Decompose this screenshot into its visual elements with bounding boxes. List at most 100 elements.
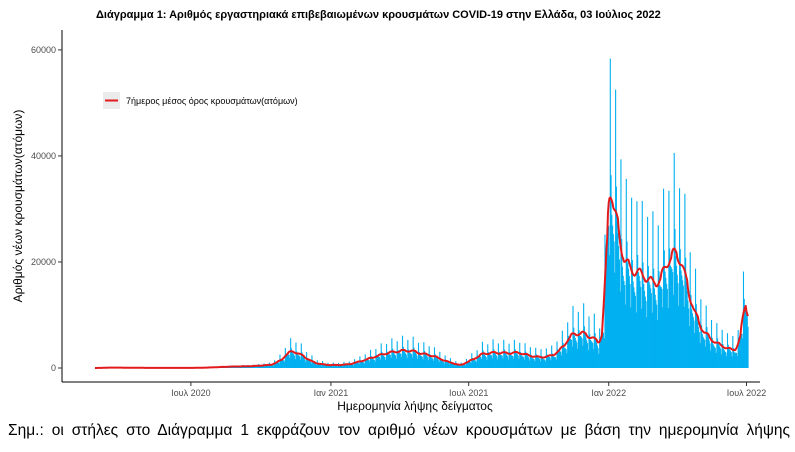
daily-cases-bar	[723, 350, 726, 368]
daily-cases-bar	[659, 285, 661, 368]
daily-cases-bar	[570, 339, 572, 368]
daily-cases-bar	[569, 339, 571, 368]
daily-cases-bar	[397, 350, 399, 368]
y-tick-label: 60000	[31, 45, 56, 55]
daily-cases-bar	[377, 356, 379, 368]
daily-cases-bar	[593, 349, 595, 368]
daily-cases-bar	[729, 349, 731, 368]
daily-cases-bar	[424, 350, 426, 368]
daily-cases-bar	[375, 348, 377, 368]
daily-cases-bar	[658, 271, 660, 368]
daily-cases-bar	[483, 353, 485, 368]
daily-cases-bar	[389, 354, 391, 368]
daily-cases-bar	[685, 257, 687, 368]
daily-cases-bar	[694, 332, 696, 368]
daily-cases-bar	[621, 266, 624, 368]
daily-cases-bar	[476, 350, 478, 368]
daily-cases-bar	[445, 359, 447, 368]
daily-cases-bar	[674, 228, 676, 368]
daily-cases-bar	[404, 351, 406, 368]
daily-cases-bar	[269, 364, 271, 368]
daily-cases-bar	[326, 366, 328, 368]
daily-cases-bar	[666, 288, 668, 368]
daily-cases-bar	[290, 348, 292, 368]
daily-cases-bar	[519, 342, 521, 368]
daily-cases-bar	[478, 357, 480, 368]
daily-cases-bar	[423, 342, 425, 368]
daily-cases-bar	[512, 355, 514, 368]
daily-cases-bar	[615, 186, 617, 368]
daily-cases-bar	[541, 356, 543, 368]
x-tick-label: Ιαν 2021	[314, 388, 349, 398]
daily-cases-bar	[309, 361, 311, 368]
daily-cases-bar	[245, 366, 248, 368]
daily-cases-bar	[407, 339, 409, 368]
daily-cases-bar	[667, 308, 669, 368]
daily-cases-bar	[633, 287, 635, 368]
daily-cases-bar	[708, 340, 710, 368]
daily-cases-bar	[611, 215, 613, 368]
daily-cases-bar	[675, 256, 677, 368]
daily-cases-bar	[732, 336, 734, 368]
daily-cases-bar	[494, 353, 496, 368]
daily-cases-bar	[352, 364, 354, 368]
daily-cases-bar	[435, 356, 437, 368]
daily-cases-bar	[578, 330, 580, 368]
daily-cases-bar	[414, 351, 416, 368]
y-tick-label: 20000	[31, 257, 56, 267]
daily-cases-bar	[510, 355, 512, 368]
daily-cases-bar	[256, 366, 258, 368]
daily-cases-bar	[301, 352, 303, 368]
daily-cases-bar	[621, 239, 623, 368]
daily-cases-bar	[293, 355, 295, 368]
daily-cases-bar	[644, 296, 646, 368]
daily-cases-bar	[361, 362, 363, 368]
daily-cases-bar	[688, 308, 690, 368]
daily-cases-bar	[499, 354, 501, 368]
daily-cases-bar	[716, 323, 718, 368]
daily-cases-bar	[496, 356, 498, 368]
daily-cases-bar	[267, 365, 269, 368]
daily-cases-bar	[700, 299, 702, 368]
daily-cases-bar	[484, 355, 486, 368]
daily-cases-bar	[364, 354, 366, 368]
daily-cases-bar	[424, 353, 426, 368]
daily-cases-bar	[503, 339, 505, 368]
daily-cases-bar	[527, 356, 529, 368]
daily-cases-bar	[291, 352, 293, 368]
daily-cases-bar	[379, 359, 381, 368]
daily-cases-bar	[486, 359, 488, 368]
daily-cases-bar	[688, 326, 690, 368]
daily-cases-bar	[401, 335, 404, 368]
daily-cases-bar	[371, 358, 373, 368]
daily-cases-bar	[687, 300, 689, 368]
daily-cases-bar	[652, 211, 654, 368]
daily-cases-bar	[325, 365, 327, 368]
daily-cases-bar	[264, 365, 267, 368]
daily-cases-bar	[544, 359, 546, 368]
daily-cases-bar	[657, 225, 659, 368]
daily-cases-bar	[625, 178, 627, 368]
daily-cases-bar	[702, 336, 704, 368]
daily-cases-bar	[521, 355, 523, 368]
daily-cases-bar	[378, 356, 380, 368]
daily-cases-bar	[691, 309, 693, 368]
daily-cases-bar	[682, 285, 684, 368]
daily-cases-bar	[374, 361, 376, 368]
daily-cases-bar	[628, 268, 630, 368]
daily-cases-bar	[712, 343, 714, 368]
daily-cases-bar	[429, 354, 431, 368]
daily-cases-bar	[629, 284, 631, 368]
daily-cases-bar	[360, 360, 362, 368]
daily-cases-bar	[575, 340, 577, 368]
daily-cases-bar	[650, 293, 652, 368]
daily-cases-bar	[418, 351, 420, 368]
daily-cases-bar	[335, 365, 337, 368]
daily-cases-bar	[268, 366, 270, 368]
daily-cases-bar	[299, 359, 302, 368]
daily-cases-bar	[481, 359, 483, 368]
daily-cases-bar	[473, 359, 475, 368]
daily-cases-bar	[715, 352, 717, 368]
daily-cases-bar	[280, 360, 283, 368]
daily-cases-bar	[440, 360, 442, 368]
